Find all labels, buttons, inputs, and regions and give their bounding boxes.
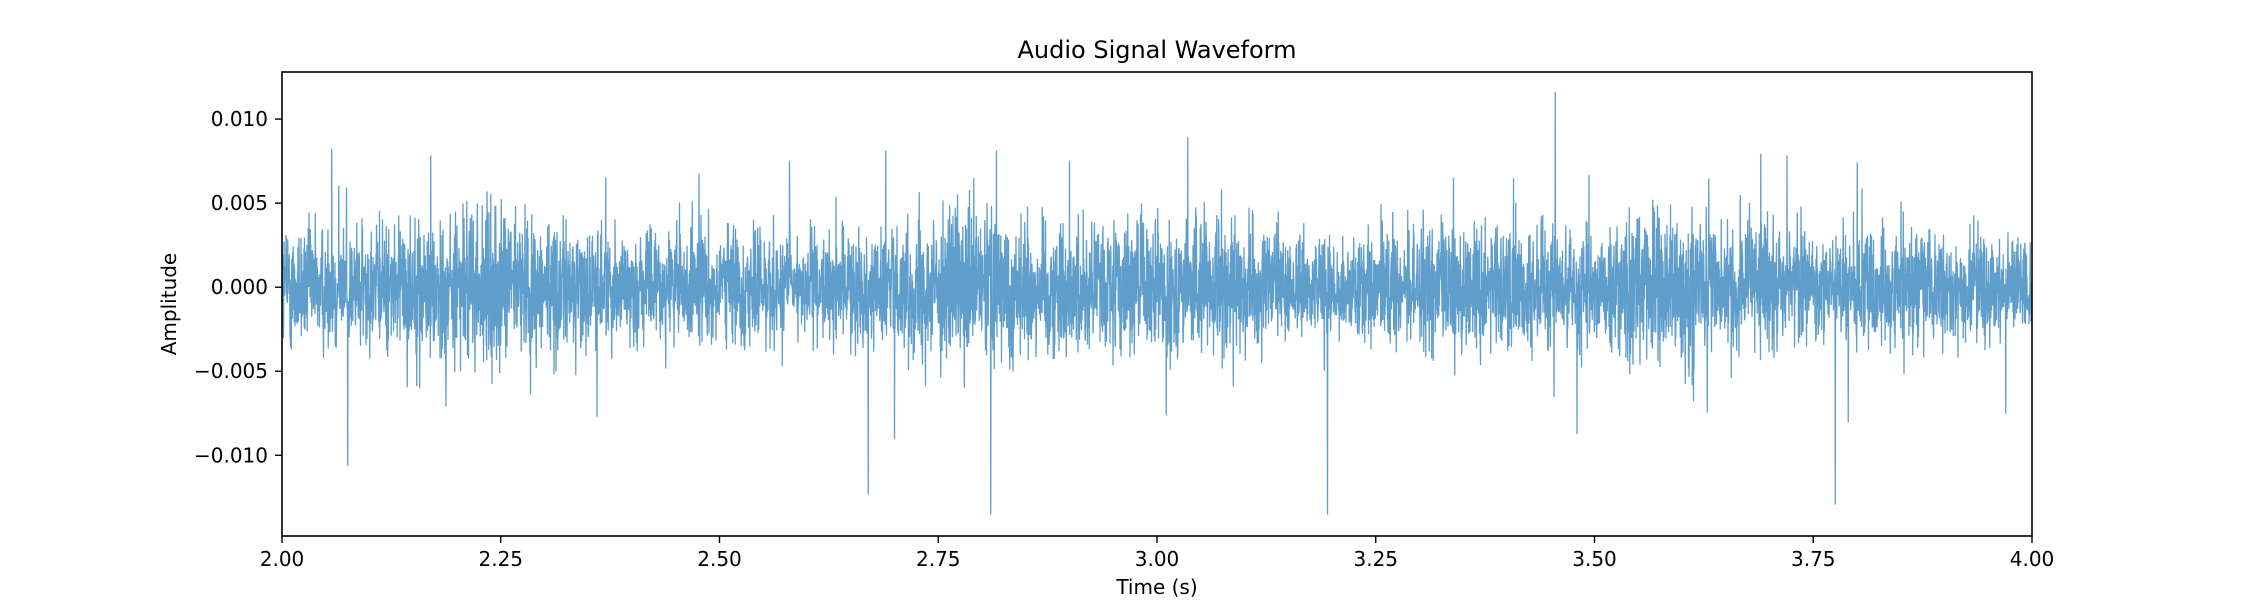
y-tick-label: 0.000 — [211, 275, 268, 299]
y-tick-label: −0.005 — [194, 359, 268, 383]
x-tick-label: 2.50 — [697, 547, 742, 571]
x-tick-label: 2.25 — [478, 547, 523, 571]
x-axis-label: Time (s) — [1115, 575, 1197, 599]
x-tick-label: 2.75 — [916, 547, 961, 571]
y-axis: 0.010 0.005 0.000 −0.005 −0.010 — [194, 107, 282, 467]
y-axis-label: Amplitude — [157, 253, 181, 356]
x-tick-label: 3.00 — [1135, 547, 1180, 571]
y-tick-label: 0.005 — [211, 191, 268, 215]
x-tick-label: 4.00 — [2010, 547, 2055, 571]
waveform-line — [282, 91, 2032, 515]
y-tick-label: 0.010 — [211, 107, 268, 131]
chart-title: Audio Signal Waveform — [1017, 36, 1296, 64]
x-axis: 2.00 2.25 2.50 2.75 3.00 3.25 3.50 3.75 4.00 — [260, 536, 2055, 571]
y-tick-label: −0.010 — [194, 443, 268, 467]
x-tick-label: 3.25 — [1353, 547, 1398, 571]
x-tick-label: 3.75 — [1791, 547, 1836, 571]
x-tick-label: 3.50 — [1572, 547, 1617, 571]
waveform-series — [282, 91, 2032, 515]
x-tick-label: 2.00 — [260, 547, 305, 571]
